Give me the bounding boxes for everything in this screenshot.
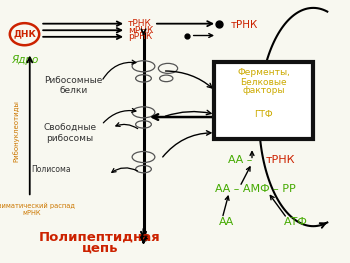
Text: АА – АМФ – РР: АА – АМФ – РР — [215, 184, 296, 194]
Text: АА: АА — [219, 217, 234, 227]
Text: Рибонуклеотиды: Рибонуклеотиды — [12, 100, 19, 163]
Text: тРНК: тРНК — [266, 155, 295, 165]
Text: Свободные
рибосомы: Свободные рибосомы — [43, 123, 97, 143]
Text: тРНК: тРНК — [128, 19, 152, 28]
Text: Ядро: Ядро — [11, 55, 38, 65]
Text: Энзиматический распад
мРНК: Энзиматический распад мРНК — [0, 202, 75, 216]
Text: Ферменты,: Ферменты, — [237, 68, 290, 77]
Text: Полипептидная: Полипептидная — [39, 230, 161, 243]
Text: ДНК: ДНК — [13, 30, 36, 39]
Text: АТФ: АТФ — [284, 217, 307, 227]
Text: факторы: факторы — [242, 86, 285, 95]
Text: ГТФ: ГТФ — [254, 110, 273, 119]
Text: Рибосомные
белки: Рибосомные белки — [44, 76, 103, 95]
Text: АА –: АА – — [228, 155, 252, 165]
Text: Белковые: Белковые — [240, 78, 287, 87]
Text: тРНК: тРНК — [231, 20, 258, 30]
FancyBboxPatch shape — [214, 62, 313, 139]
Text: Полисома: Полисома — [31, 165, 71, 174]
Text: мРНК: мРНК — [128, 26, 153, 35]
Text: рРНК: рРНК — [128, 32, 152, 41]
Text: цепь: цепь — [82, 242, 118, 255]
